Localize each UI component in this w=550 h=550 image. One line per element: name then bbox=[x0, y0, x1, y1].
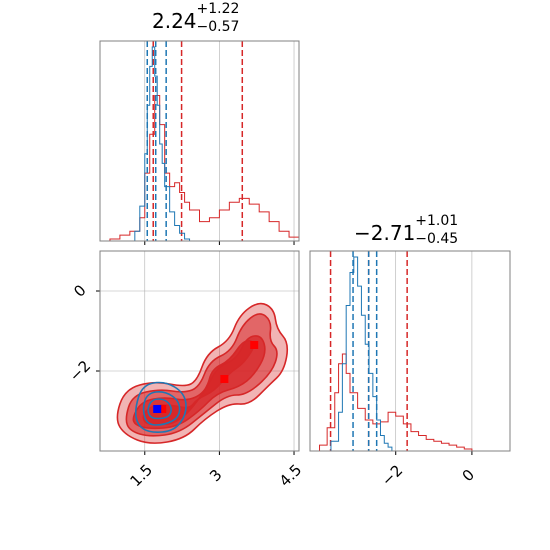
right-marginal-histogram: −2 0 bbox=[309, 250, 511, 490]
top-hist-red bbox=[100, 95, 300, 242]
right-title-minus: −0.45 bbox=[415, 231, 459, 247]
top-title-plus: +1.22 bbox=[196, 1, 240, 17]
right-title-plus: +1.01 bbox=[415, 213, 459, 229]
mode-marker-red-2 bbox=[250, 341, 259, 349]
joint-ytick-label-1: −2 bbox=[66, 357, 94, 385]
top-frame bbox=[99, 40, 300, 242]
top-marginal-histogram bbox=[99, 40, 300, 245]
contour-blue-level-1 bbox=[142, 391, 181, 426]
top-title-value: 2.24 bbox=[152, 9, 197, 33]
right-panel-title: −2.71 +1.01 −0.45 bbox=[354, 213, 461, 247]
top-panel-title: 2.24 +1.22 −0.57 bbox=[152, 1, 243, 35]
joint-contour-panel: 1.5 3 4.5 0 −2 bbox=[66, 250, 306, 491]
right-title-value: −2.71 bbox=[354, 221, 416, 245]
top-title-minus: −0.57 bbox=[196, 19, 240, 35]
top-hist-blue bbox=[129, 46, 191, 242]
mode-marker-blue-0 bbox=[153, 405, 162, 413]
joint-xtick-label-1: 3 bbox=[206, 466, 225, 485]
joint-xtick-label-0: 1.5 bbox=[126, 461, 156, 491]
contour-blue-level-0 bbox=[134, 381, 187, 433]
joint-plot-area bbox=[116, 302, 289, 444]
right-hist-red bbox=[311, 353, 473, 452]
mode-marker-red-0 bbox=[158, 405, 167, 413]
contour-blue-level-2 bbox=[147, 398, 173, 420]
mode-marker-red-1 bbox=[220, 375, 229, 383]
right-frame bbox=[309, 250, 511, 452]
right-hist-blue bbox=[323, 256, 393, 452]
joint-ytick-label-0: 0 bbox=[70, 281, 89, 300]
joint-xtick-label-2: 4.5 bbox=[276, 461, 306, 491]
right-xtick-label-1: 0 bbox=[459, 466, 478, 485]
joint-frame bbox=[99, 250, 300, 452]
right-xtick-label-0: −2 bbox=[378, 461, 406, 489]
